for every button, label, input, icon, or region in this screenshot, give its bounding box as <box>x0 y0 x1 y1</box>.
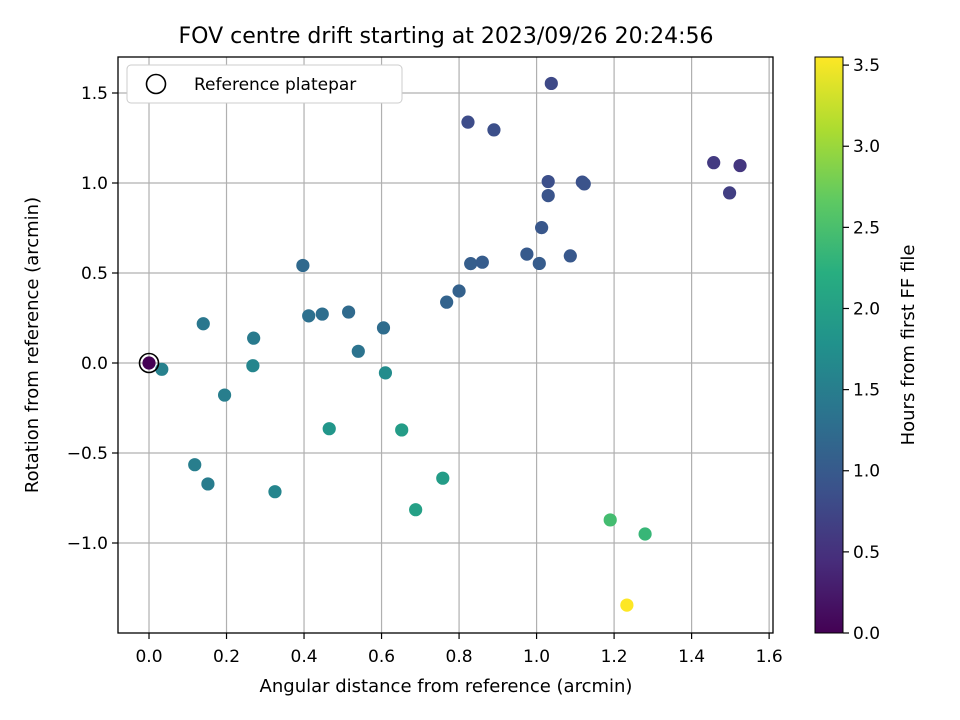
data-point <box>563 249 577 263</box>
data-point <box>351 344 365 358</box>
colorbar-tick-label: 2.0 <box>853 299 880 319</box>
data-point <box>603 513 617 527</box>
x-axis-ticks: 0.0 0.2 0.4 0.6 0.8 1.0 1.2 1.4 1.6 <box>135 633 783 667</box>
colorbar-tick-label: 3.5 <box>853 56 880 76</box>
x-tick-label: 0.0 <box>135 647 162 667</box>
data-point <box>620 598 634 612</box>
y-tick-label: 0.5 <box>81 264 108 284</box>
x-tick-label: 1.4 <box>678 647 705 667</box>
data-point <box>378 366 393 380</box>
colorbar-tick-label: 0.5 <box>853 543 880 563</box>
x-axis-label: Angular distance from reference (arcmin) <box>260 676 633 697</box>
reference-platepar-marker <box>138 352 160 374</box>
data-point <box>201 477 215 491</box>
data-point <box>217 388 232 402</box>
data-point <box>541 174 555 189</box>
data-point <box>544 76 558 91</box>
data-point <box>722 186 737 200</box>
data-point <box>707 156 721 170</box>
data-point <box>376 321 391 335</box>
plot-frame <box>117 56 774 634</box>
data-point <box>409 503 423 517</box>
data-point <box>142 356 156 370</box>
colorbar-ticks: 0.0 0.5 1.0 1.5 2.0 2.5 3.0 3.5 <box>843 56 880 644</box>
legend: Reference platepar <box>126 64 403 104</box>
data-point <box>535 221 549 235</box>
data-point <box>464 257 478 271</box>
reference-marker <box>138 352 160 374</box>
x-tick-label: 0.4 <box>291 647 318 667</box>
y-tick-label: 0.0 <box>81 354 108 374</box>
x-tick-label: 0.8 <box>446 647 473 667</box>
data-point <box>268 485 282 499</box>
x-tick-label: 1.6 <box>756 647 783 667</box>
scatter-points <box>142 76 747 612</box>
colorbar-tick-label: 3.0 <box>853 137 880 157</box>
data-point <box>733 158 747 173</box>
data-point <box>155 362 169 376</box>
data-point <box>188 458 202 472</box>
legend-box <box>126 64 403 104</box>
colorbar-tick-label: 2.5 <box>853 218 880 238</box>
x-tick-label: 0.2 <box>213 647 240 667</box>
y-tick-label: 1.0 <box>81 174 108 194</box>
legend-entry: Reference platepar <box>194 75 356 95</box>
data-point <box>452 284 466 298</box>
data-point <box>302 309 316 323</box>
data-point <box>577 177 591 191</box>
y-axis-ticks: −1.0 −0.5 0.0 0.5 1.0 1.5 <box>67 84 118 554</box>
data-point <box>196 317 210 331</box>
data-point <box>638 527 652 541</box>
data-point <box>436 471 450 485</box>
data-point <box>541 189 555 203</box>
data-point <box>247 331 261 345</box>
colorbar-tick-label: 1.0 <box>853 462 880 482</box>
y-tick-label: −0.5 <box>67 444 108 464</box>
x-tick-label: 1.2 <box>601 647 628 667</box>
data-point <box>520 247 534 261</box>
x-tick-label: 1.0 <box>523 647 550 667</box>
data-point <box>246 359 260 373</box>
data-point <box>532 256 546 271</box>
data-point <box>342 305 356 319</box>
data-point <box>395 423 409 437</box>
colorbar-label: Hours from first FF file <box>898 245 919 446</box>
y-tick-label: 1.5 <box>81 84 108 104</box>
data-point <box>461 115 475 129</box>
colorbar-tick-label: 1.5 <box>853 381 880 401</box>
data-point <box>322 422 336 436</box>
y-axis-label: Rotation from reference (arcmin) <box>22 197 43 493</box>
data-point <box>315 307 329 321</box>
y-tick-label: −1.0 <box>67 534 108 554</box>
data-point <box>487 123 501 137</box>
data-point <box>440 295 454 309</box>
x-tick-label: 0.6 <box>368 647 395 667</box>
grid <box>118 57 773 633</box>
colorbar <box>814 56 844 634</box>
colorbar-tick-label: 0.0 <box>853 624 880 644</box>
data-point <box>475 255 489 269</box>
legend-marker <box>145 73 167 95</box>
chart-title: FOV centre drift starting at 2023/09/26 … <box>179 24 714 49</box>
data-point <box>296 258 310 273</box>
